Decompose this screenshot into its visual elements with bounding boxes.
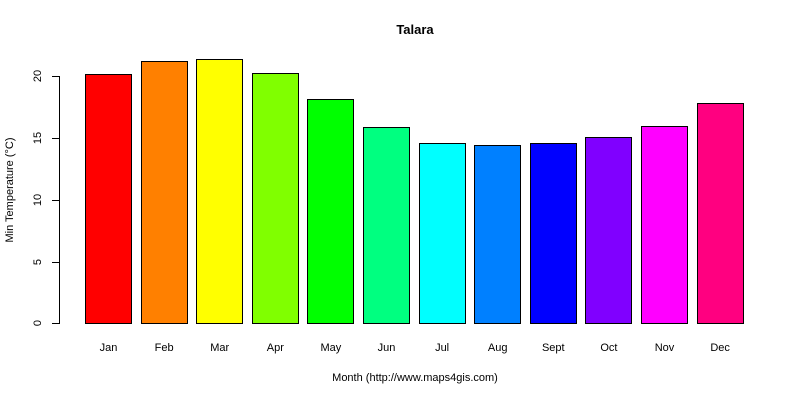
x-tick-label: Jul <box>435 342 450 354</box>
x-tick-label: Jan <box>99 342 118 354</box>
bar-sept <box>529 142 577 325</box>
x-tick-label: Nov <box>654 342 675 354</box>
x-tick-label: Oct <box>600 342 618 354</box>
x-tick-label: Dec <box>710 342 730 354</box>
bar-may <box>307 98 355 325</box>
bar-aug <box>474 145 522 325</box>
x-tick-label: Aug <box>487 342 508 354</box>
y-axis-line <box>59 76 60 324</box>
x-tick-label: May <box>320 342 342 354</box>
y-tick <box>52 261 59 263</box>
y-tick <box>52 199 59 201</box>
bar-jun <box>363 126 410 325</box>
y-tick <box>52 76 59 78</box>
bar-dec <box>696 103 744 325</box>
x-tick-label: Apr <box>266 342 284 354</box>
y-tick <box>52 323 59 325</box>
y-tick-label: 0 <box>32 320 44 327</box>
y-tick <box>52 138 59 140</box>
y-tick-label: 20 <box>32 70 44 83</box>
bar-apr <box>251 72 299 325</box>
x-tick-label: Feb <box>154 342 174 354</box>
x-tick-label: Mar <box>210 342 230 354</box>
bar-oct <box>585 136 633 325</box>
bar-feb <box>140 61 188 325</box>
bar-jul <box>418 142 466 325</box>
bar-jan <box>85 73 132 325</box>
x-tick-label: Jun <box>377 342 396 354</box>
chart-title: Talara <box>396 22 434 37</box>
y-tick-label: 15 <box>32 131 44 145</box>
y-tick-label: 10 <box>32 193 44 206</box>
y-tick-label: 5 <box>32 258 44 265</box>
bar-mar <box>196 59 244 325</box>
x-axis-label: Month (http://www.maps4gis.com) <box>332 372 498 384</box>
x-tick-label: Sept <box>541 342 565 354</box>
y-axis-label: Min Temperature (°C) <box>4 137 16 243</box>
bar-nov <box>641 125 688 325</box>
